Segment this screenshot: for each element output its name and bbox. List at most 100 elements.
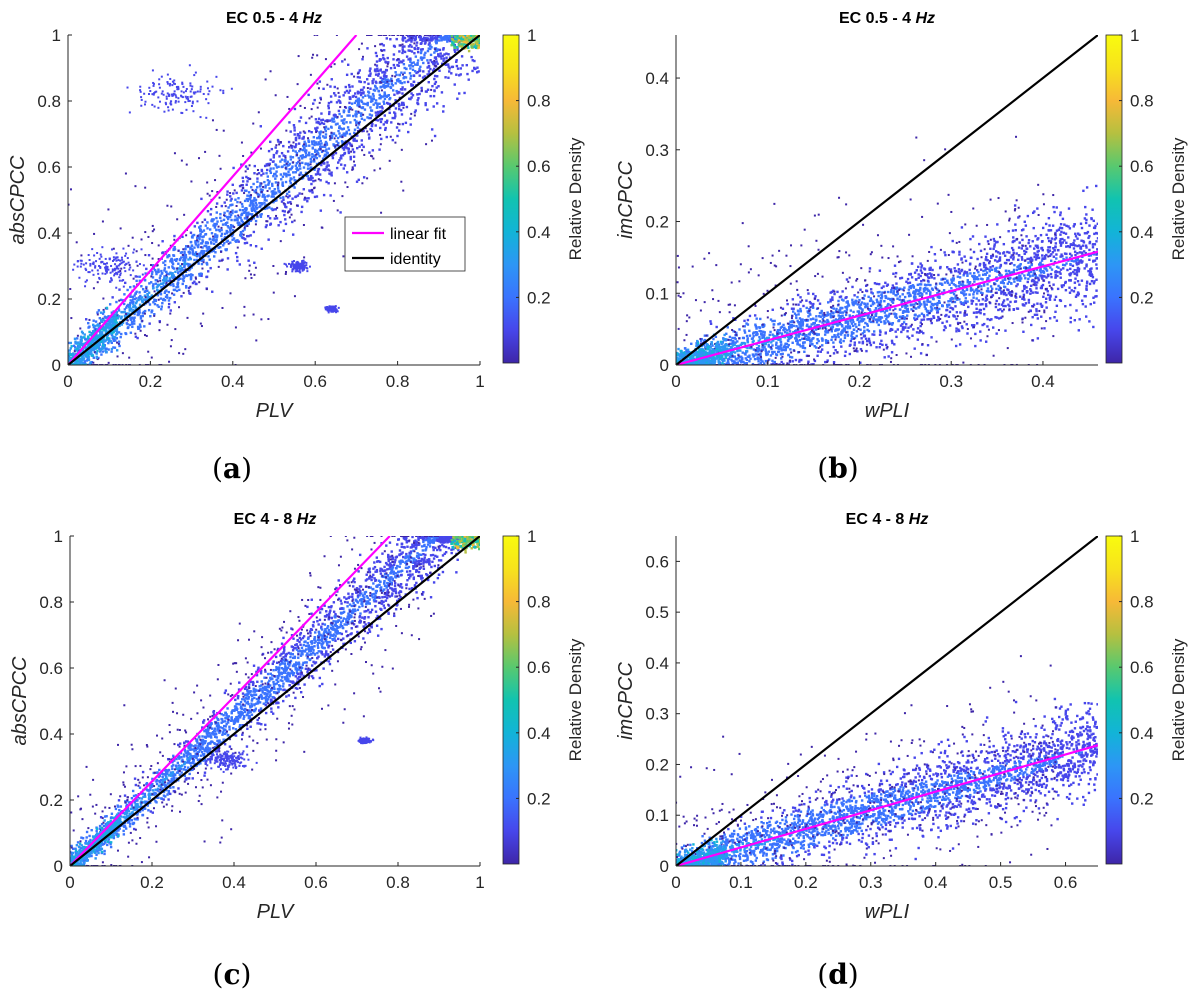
scatter-point [168,84,171,87]
scatter-point [360,143,364,146]
scatter-point [78,352,82,355]
scatter-point [151,224,154,227]
scatter-point [88,318,91,321]
scatter-point [144,298,147,301]
scatter-point [334,151,338,155]
scatter-point [135,300,139,303]
scatter-point [291,197,294,200]
scatter-point [388,35,391,36]
scatter-point [255,203,258,206]
scatter-point [823,333,827,336]
scatter-point [142,264,145,267]
scatter-point [224,205,227,208]
scatter-point [254,205,257,208]
scatter-point [375,114,378,117]
scatter-point [272,190,275,193]
scatter-point [447,76,450,79]
scatter-point [198,272,201,276]
scatter-point [856,303,860,306]
scatter-point [80,336,83,340]
scatter-point [290,265,293,268]
scatter-point [1054,231,1057,235]
scatter-point [980,285,983,288]
scatter-point [423,75,426,78]
scatter-point [92,319,95,322]
scatter-point [126,312,129,315]
scatter-point [327,147,331,150]
scatter-point [168,94,171,97]
scatter-point [231,211,234,215]
scatter-point [291,149,295,152]
scatter-point [240,163,243,166]
scatter-point [383,86,386,89]
scatter-point [477,46,480,49]
scatter-point [429,35,432,36]
scatter-point [106,265,109,268]
scatter-point [368,137,371,140]
scatter-point [129,331,133,334]
scatter-point [236,221,239,225]
scatter-point [472,35,476,37]
scatter-point [465,35,469,37]
scatter-point [385,81,388,85]
scatter-point [334,114,337,117]
scatter-point [226,257,230,260]
scatter-point [181,253,184,256]
scatter-point [117,340,121,343]
scatter-point [351,95,354,98]
scatter-point [199,225,202,228]
scatter-point [774,343,778,346]
scatter-point [229,192,232,195]
scatter-point [303,198,306,201]
scatter-point [175,85,178,88]
scatter-point [770,341,773,344]
scatter-point [394,115,397,118]
scatter-point [799,296,802,299]
scatter-point [110,347,114,351]
scatter-point [393,45,397,48]
scatter-point [138,291,141,294]
scatter-point [400,103,403,106]
scatter-point [169,279,172,282]
scatter-point [423,53,426,56]
scatter-point [141,319,144,322]
scatter-point [1037,237,1040,240]
scatter-point [934,286,937,289]
scatter-point [240,213,244,216]
scatter-point [129,266,132,269]
scatter-point [354,110,358,113]
scatter-point [1072,243,1075,246]
scatter-point [1023,252,1026,256]
scatter-point [222,244,225,247]
scatter-point [335,101,339,104]
scatter-point [96,338,100,341]
scatter-point [300,264,303,267]
scatter-point [292,141,295,144]
scatter-point [1057,266,1060,269]
scatter-point [243,208,247,211]
scatter-point [96,313,99,316]
scatter-point [102,340,105,343]
scatter-point [205,244,208,248]
scatter-point [134,306,138,309]
scatter-point [173,267,176,270]
scatter-point [407,38,411,41]
scatter-point [194,277,197,280]
scatter-point [281,209,285,213]
scatter-point [463,91,466,95]
scatter-point [412,61,415,64]
scatter-point [150,356,153,359]
scatter-point [102,297,105,300]
scatter-point [191,234,194,237]
scatter-point [215,228,218,232]
scatter-point [292,263,295,266]
scatter-point [307,197,310,200]
scatter-point [206,192,209,195]
scatter-point [117,259,120,262]
scatter-point [333,85,336,89]
scatter-point [421,37,425,41]
scatter-point [351,145,354,148]
scatter-point [293,295,296,298]
scatter-point [212,242,216,245]
scatter-point [295,143,298,146]
